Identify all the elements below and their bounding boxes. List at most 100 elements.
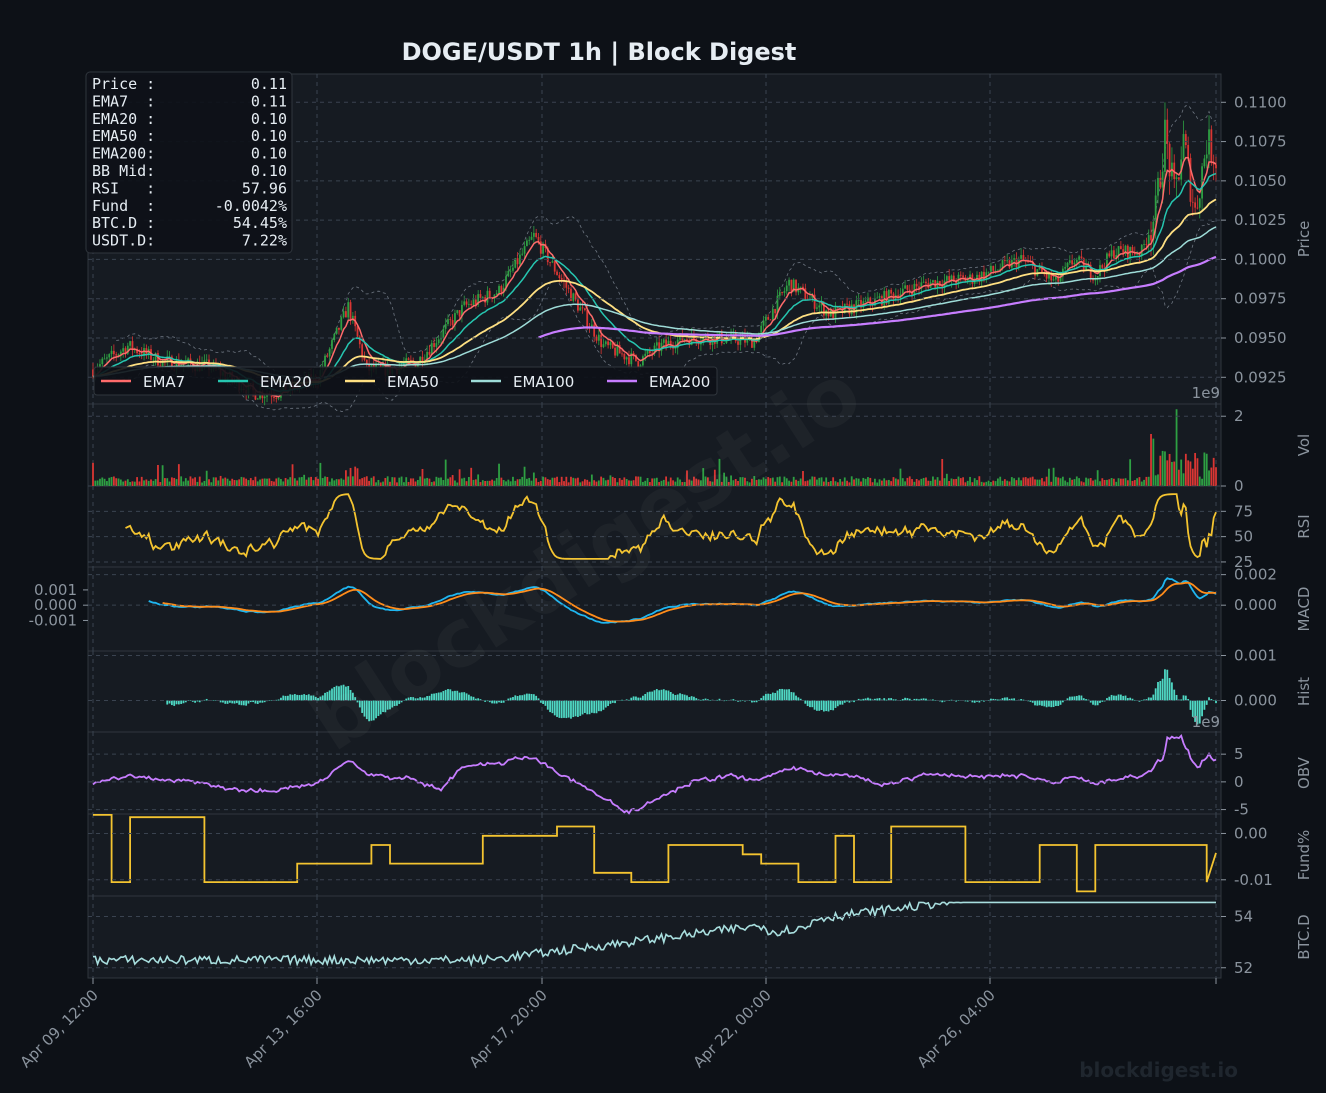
- volume-bar: [196, 481, 199, 486]
- volume-bar: [996, 478, 999, 486]
- candle-body: [1066, 262, 1069, 268]
- volume-bar: [971, 482, 974, 486]
- hist-bar: [224, 700, 227, 704]
- hist-bar: [883, 698, 886, 701]
- volume-bar: [224, 477, 227, 486]
- candle-body: [477, 294, 480, 305]
- volume-bar: [762, 477, 765, 486]
- candle-body: [776, 295, 779, 314]
- volume-bar: [899, 468, 902, 486]
- volume-bar: [850, 476, 853, 486]
- hist-bar: [433, 693, 435, 701]
- hist-bar: [514, 695, 517, 701]
- volume-bar: [1191, 468, 1194, 486]
- candle-body: [945, 276, 948, 281]
- candle-body: [509, 270, 512, 272]
- volume-bar: [101, 477, 104, 486]
- candle-body: [648, 350, 651, 354]
- hist-bar: [1164, 669, 1166, 701]
- volume-bar: [855, 478, 858, 486]
- volume-bar: [268, 478, 271, 486]
- candle-body: [918, 286, 920, 289]
- hist-bar: [537, 698, 540, 701]
- candle-body: [437, 339, 440, 344]
- candle-body: [774, 309, 777, 314]
- candle-body: [1143, 244, 1145, 245]
- hist-bar: [932, 699, 934, 701]
- candle-body: [117, 354, 120, 356]
- volume-bar: [725, 476, 728, 486]
- hist-bar: [1034, 700, 1036, 706]
- hist-bar: [646, 692, 649, 701]
- candle-body: [560, 278, 563, 280]
- hist-bar: [298, 695, 301, 701]
- volume-bar: [609, 475, 612, 486]
- hist-bar: [725, 700, 728, 701]
- hist-bar: [769, 693, 772, 701]
- candle-body: [1154, 195, 1157, 222]
- volume-bar: [307, 477, 310, 486]
- volume-bar: [871, 482, 874, 486]
- hist-bar: [280, 697, 282, 701]
- candle-body: [273, 396, 275, 398]
- hist-bar: [674, 695, 677, 701]
- volume-bar: [212, 477, 215, 486]
- volume-bar: [1138, 477, 1141, 486]
- hist-bar: [245, 700, 248, 706]
- candle-body: [1013, 258, 1016, 260]
- volume-bar: [744, 477, 746, 486]
- candle-body: [932, 280, 934, 283]
- volume-bar: [999, 476, 1002, 486]
- candle-body: [1152, 221, 1155, 241]
- panel-obv: [87, 731, 1222, 815]
- y-tick-label: 0.000: [1234, 596, 1277, 614]
- volume-bar: [505, 481, 507, 486]
- series-btcd: [92, 900, 1216, 968]
- volume-bar: [790, 481, 793, 486]
- volume-bar: [396, 482, 398, 486]
- hist-bar: [1106, 698, 1108, 701]
- hist-bar: [804, 700, 807, 704]
- hist-bar: [180, 700, 183, 704]
- volume-bar: [795, 479, 797, 486]
- y-tick-label: 0.002: [1234, 566, 1277, 584]
- volume-bar: [409, 478, 412, 486]
- hist-bar: [356, 700, 359, 703]
- candle-body: [1055, 276, 1057, 280]
- volume-bar: [665, 476, 668, 486]
- volume-bar: [122, 481, 125, 486]
- hist-bar: [412, 697, 415, 701]
- volume-bar: [405, 477, 408, 486]
- volume-bar: [426, 477, 429, 486]
- volume-bar: [419, 476, 422, 486]
- candle-body: [419, 356, 422, 364]
- volume-bar: [347, 476, 350, 486]
- volume-bar: [957, 476, 960, 486]
- candle-body: [955, 281, 958, 284]
- volume-bar: [904, 481, 906, 486]
- hist-bar: [579, 700, 582, 716]
- hist-bar: [426, 696, 429, 701]
- hist-bar: [862, 698, 865, 701]
- y-tick-label: 0.00: [1234, 824, 1267, 842]
- hist-bar: [444, 689, 447, 701]
- volume-bar: [333, 480, 336, 486]
- volume-bar: [843, 477, 846, 486]
- candle-body: [667, 340, 670, 346]
- hist-bar: [310, 695, 313, 701]
- volume-bar: [952, 479, 955, 486]
- hist-bar: [317, 698, 319, 701]
- series-signal: [162, 581, 1217, 623]
- info-label: Fund :: [92, 197, 155, 215]
- candle-body: [583, 308, 586, 311]
- hist-bar: [252, 700, 254, 703]
- hist-bar: [535, 695, 538, 701]
- hist-bar: [630, 697, 633, 701]
- hist-bar: [925, 698, 927, 701]
- volume-bar: [219, 475, 222, 486]
- volume-bar: [444, 459, 447, 486]
- volume-bar: [945, 473, 948, 486]
- hist-bar: [430, 693, 433, 701]
- candle-body: [570, 288, 572, 301]
- hist-bar: [1124, 695, 1127, 701]
